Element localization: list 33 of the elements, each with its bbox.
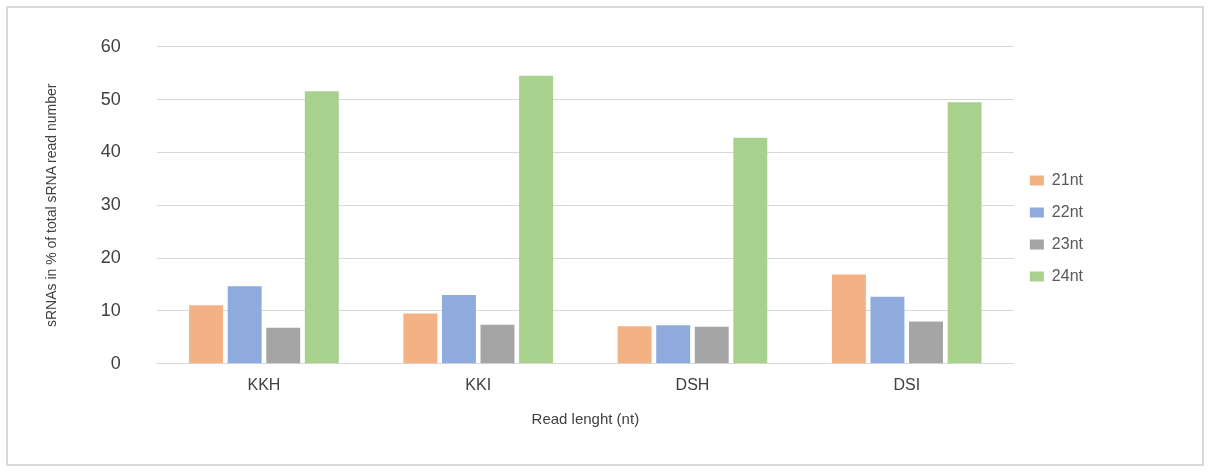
bar bbox=[870, 296, 905, 364]
x-tick-label: DSI bbox=[893, 375, 921, 393]
legend-label: 21nt bbox=[1051, 170, 1084, 188]
y-tick-label: 10 bbox=[100, 299, 121, 320]
bar bbox=[189, 305, 224, 364]
bar bbox=[909, 321, 943, 364]
bar bbox=[733, 137, 768, 364]
legend-label: 22nt bbox=[1051, 202, 1084, 220]
bar bbox=[304, 91, 339, 364]
bar bbox=[831, 274, 866, 364]
bar bbox=[227, 286, 262, 364]
bar bbox=[617, 326, 652, 364]
bar bbox=[480, 324, 515, 364]
y-tick-label: 30 bbox=[100, 194, 121, 215]
x-tick-label: KKI bbox=[465, 375, 492, 393]
legend-label: 24nt bbox=[1051, 266, 1084, 284]
y-tick-label: 60 bbox=[100, 35, 121, 56]
bar bbox=[656, 325, 691, 364]
y-tick-label: 20 bbox=[100, 247, 121, 268]
legend-label: 23nt bbox=[1051, 234, 1084, 252]
y-tick-label: 50 bbox=[100, 88, 121, 109]
bar bbox=[266, 327, 301, 364]
bar bbox=[403, 313, 438, 364]
bar bbox=[519, 75, 554, 364]
bar bbox=[441, 295, 476, 364]
bar bbox=[947, 102, 982, 364]
x-tick-label: KKH bbox=[247, 375, 281, 393]
x-axis-title: Read lenght (nt) bbox=[531, 410, 640, 428]
y-tick-label: 40 bbox=[100, 141, 121, 162]
y-axis-title: sRNAs in % of total sRNA read number bbox=[43, 83, 60, 328]
bar bbox=[694, 326, 729, 364]
y-tick-label: 0 bbox=[110, 352, 121, 373]
x-tick-label: DSH bbox=[675, 375, 710, 393]
